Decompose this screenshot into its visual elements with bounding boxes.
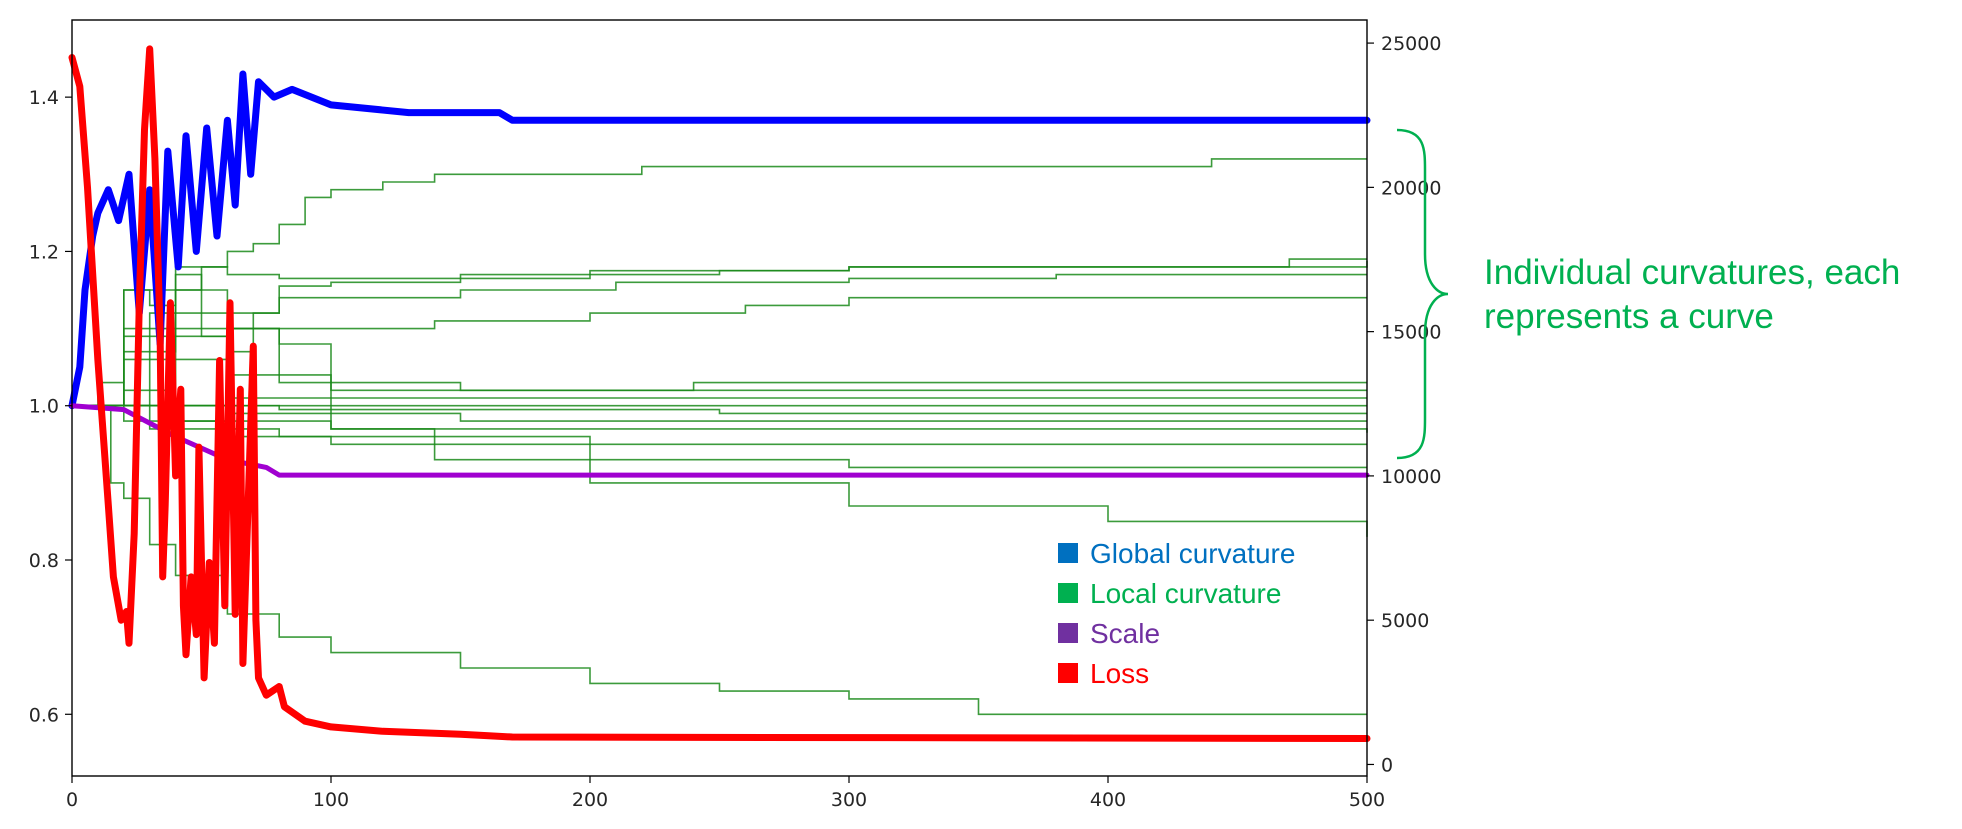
local-curvature-line-3 (72, 260, 1368, 407)
y2-tick-label: 10000 (1381, 466, 1441, 488)
legend-label: Global curvature (1090, 538, 1295, 569)
local-curvature-line-10 (72, 404, 1367, 415)
y-tick-label: 0.8 (29, 550, 59, 572)
annotation-text: Individual curvatures, each represents a … (1484, 253, 1900, 336)
local-curvature-line-8 (72, 397, 1367, 407)
local-curvature-line-6 (72, 327, 1367, 407)
legend-swatch (1058, 663, 1078, 683)
y2-tick-label: 25000 (1381, 33, 1441, 55)
local-curvature-line-16 (72, 404, 1367, 716)
loss-series-line (68, 45, 1371, 742)
legend-swatch (1058, 583, 1078, 603)
legend-swatch (1058, 623, 1078, 643)
local-curvature-line-14 (72, 404, 1367, 469)
legend-label: Local curvature (1090, 578, 1281, 609)
curly-brace-icon (1396, 128, 1449, 460)
x-tick-label: 200 (572, 789, 608, 811)
x-tick-label: 0 (66, 789, 78, 811)
global-series-line (68, 70, 1371, 410)
legend-label: Loss (1090, 658, 1149, 689)
annotation-layer: Individual curvatures, each represents a … (1396, 128, 1900, 460)
legend-swatch (1058, 543, 1078, 563)
scale-series-line (69, 403, 1370, 478)
y2-tick-label: 5000 (1381, 610, 1429, 632)
y2-tick-label: 0 (1381, 754, 1393, 776)
legend: Global curvature Local curvature Scale Loss (1058, 538, 1295, 689)
y-tick-label: 1.0 (29, 396, 59, 418)
legend-label: Scale (1090, 618, 1160, 649)
y2-tick-label: 15000 (1381, 322, 1441, 344)
local-curvature-line-2 (72, 258, 1367, 407)
y-tick-label: 1.2 (29, 241, 59, 263)
x-tick-label: 300 (831, 789, 867, 811)
series-layer (68, 45, 1371, 742)
local-curvature-line-15 (72, 289, 1368, 537)
x-tick-label: 100 (313, 789, 349, 811)
x-tick-label: 500 (1349, 789, 1385, 811)
y-tick-label: 0.6 (29, 704, 59, 726)
local-curvature-line-4 (72, 273, 1367, 407)
x-tick-label: 400 (1090, 789, 1126, 811)
plot-frame (71, 19, 1368, 777)
y-tick-label: 1.4 (29, 87, 59, 109)
y2-tick-label: 20000 (1381, 177, 1441, 199)
